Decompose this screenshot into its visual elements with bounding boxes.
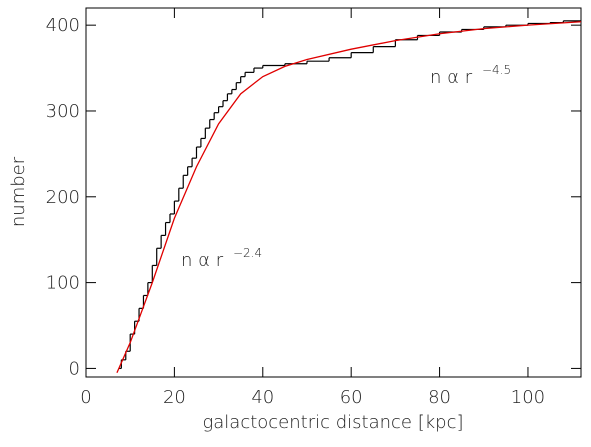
x-tick-label: 0 bbox=[80, 387, 91, 408]
y-axis-label: number bbox=[8, 156, 29, 227]
annotation: n α r bbox=[181, 250, 224, 271]
plot-frame bbox=[85, 7, 582, 378]
y-tick-label: 100 bbox=[46, 273, 80, 294]
annotation-exponent: −4.5 bbox=[482, 63, 511, 77]
y-tick-label: 0 bbox=[69, 358, 80, 379]
x-tick-label: 80 bbox=[428, 387, 451, 408]
y-tick-label: 300 bbox=[46, 101, 80, 122]
x-tick-label: 100 bbox=[511, 387, 545, 408]
annotation-exponent: −2.4 bbox=[233, 246, 262, 260]
x-axis-label: galactocentric distance [kpc] bbox=[202, 412, 463, 433]
y-tick-label: 400 bbox=[46, 15, 80, 36]
x-tick-label: 40 bbox=[251, 387, 274, 408]
annotation: n α r bbox=[430, 67, 473, 88]
x-tick-label: 60 bbox=[340, 387, 363, 408]
x-tick-label: 20 bbox=[163, 387, 186, 408]
fit-curve bbox=[116, 21, 581, 373]
y-tick-label: 200 bbox=[46, 187, 80, 208]
